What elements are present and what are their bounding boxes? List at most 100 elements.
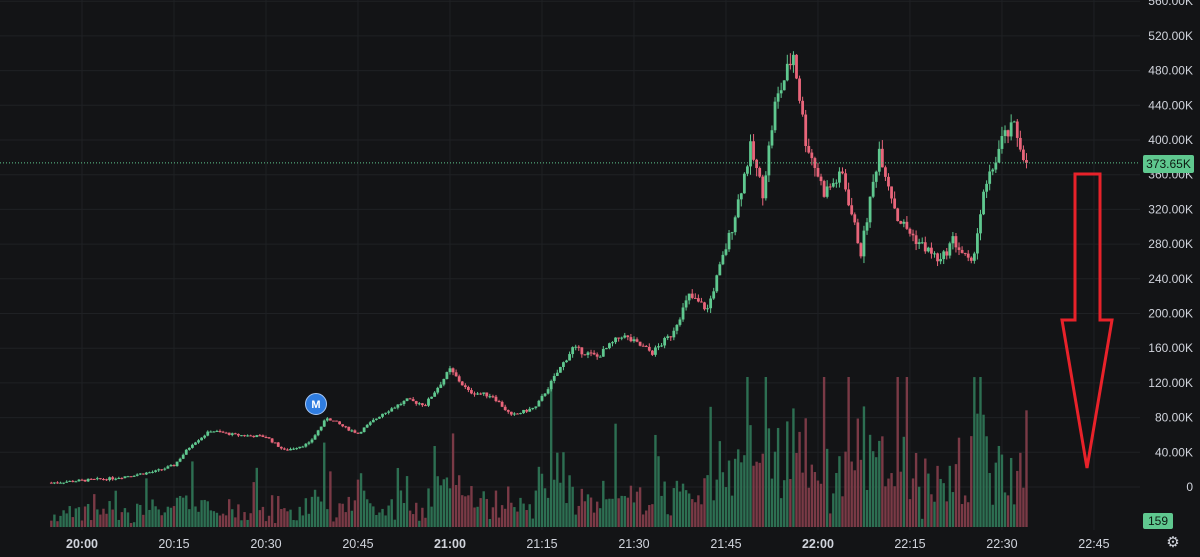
candle-body <box>914 235 918 244</box>
volume-bar <box>105 513 108 527</box>
candle-body <box>233 433 237 435</box>
volume-bar <box>1006 495 1010 527</box>
volume-bar <box>258 510 262 527</box>
volume-bar <box>461 495 464 527</box>
candle-body <box>111 477 115 480</box>
candle-body <box>948 243 952 256</box>
candle-body <box>516 413 519 415</box>
volume-bar <box>255 467 258 527</box>
candle-body <box>798 78 801 101</box>
volume-bar <box>77 507 81 527</box>
volume-bar <box>730 495 734 527</box>
volume-bar <box>83 506 87 527</box>
volume-bar <box>408 510 412 527</box>
volume-bar <box>804 418 807 527</box>
candle-body <box>592 352 596 355</box>
candle-body <box>221 431 225 433</box>
volume-bar <box>948 465 952 527</box>
volume-bar <box>847 377 850 527</box>
candle-body <box>108 477 111 481</box>
candle-body <box>853 214 857 223</box>
volume-bar <box>553 479 556 527</box>
y-tick-label: 480.00K <box>1148 64 1193 78</box>
volume-bar <box>448 488 452 527</box>
volume-bar <box>758 462 761 527</box>
volume-bar <box>237 504 240 527</box>
candle-body <box>825 186 829 197</box>
candle-body <box>733 217 737 233</box>
volume-bar <box>289 509 292 527</box>
candle-body <box>696 298 700 302</box>
volume-bar <box>945 501 948 527</box>
volume-bar <box>825 448 829 527</box>
volume-bar <box>163 512 166 527</box>
candle-body <box>654 347 657 355</box>
volume-bar <box>396 467 400 527</box>
gear-icon[interactable]: ⚙ <box>1166 533 1180 551</box>
candle-body <box>175 461 179 467</box>
volume-bar <box>942 483 945 527</box>
volume-bar <box>185 495 188 527</box>
y-tick-label: 200.00K <box>1148 307 1193 321</box>
candle-body <box>779 90 783 94</box>
grid-lines <box>0 0 1140 530</box>
volume-bar <box>605 499 608 527</box>
volume-bar <box>789 478 792 527</box>
x-tick-label: 22:45 <box>1078 537 1109 551</box>
candle-body <box>972 253 976 261</box>
volume-bar <box>807 487 810 527</box>
event-marker[interactable]: M <box>305 393 327 415</box>
candle-body <box>831 183 835 187</box>
volume-bar <box>829 513 832 527</box>
candle-body <box>411 399 415 402</box>
candle-body <box>850 205 854 215</box>
candle-body <box>917 242 921 244</box>
volume-bar <box>313 489 317 527</box>
candle-body <box>120 478 124 480</box>
candle-body <box>512 413 516 415</box>
volume-bar <box>326 509 329 527</box>
candle-body <box>252 435 256 438</box>
candle-body <box>500 401 504 407</box>
candle-body <box>739 193 743 200</box>
candle-body <box>976 233 979 254</box>
candle-body <box>282 448 286 450</box>
candle-body <box>623 335 627 338</box>
volume-bar <box>859 459 863 527</box>
candle-body <box>675 324 679 331</box>
volume-bar <box>675 480 679 527</box>
candle-body <box>166 466 170 469</box>
volume-bar <box>540 473 544 527</box>
volume-bar <box>145 478 148 527</box>
volume-bar <box>586 494 590 527</box>
volume-bar <box>126 512 130 527</box>
candle-body <box>620 337 624 339</box>
volume-bar <box>56 521 59 527</box>
candle-body <box>384 412 387 414</box>
candle-body <box>117 478 121 480</box>
candle-body <box>451 368 455 373</box>
volume-bar <box>764 377 768 527</box>
volume-bar <box>663 481 666 527</box>
volume-bar <box>967 502 970 527</box>
candle-body <box>746 166 749 174</box>
volume-bar <box>672 488 676 527</box>
candle-body <box>764 175 768 199</box>
candle-body <box>991 169 995 172</box>
volume-bar <box>411 514 415 527</box>
volume-bar <box>862 406 866 527</box>
candle-body <box>347 426 351 431</box>
candle-body <box>617 337 621 339</box>
volume-bar <box>924 458 927 527</box>
candle-body <box>933 253 936 255</box>
candle-body <box>402 401 406 405</box>
volume-bar <box>801 472 804 527</box>
candle-body <box>1000 136 1004 149</box>
y-axis-labels: 560.00K520.00K480.00K440.00K400.00K360.0… <box>1148 0 1193 494</box>
candle-body <box>332 420 335 422</box>
candle-body <box>350 430 354 432</box>
volume-bar <box>666 514 669 527</box>
volume-bar <box>939 478 942 527</box>
volume-bar <box>148 509 151 527</box>
